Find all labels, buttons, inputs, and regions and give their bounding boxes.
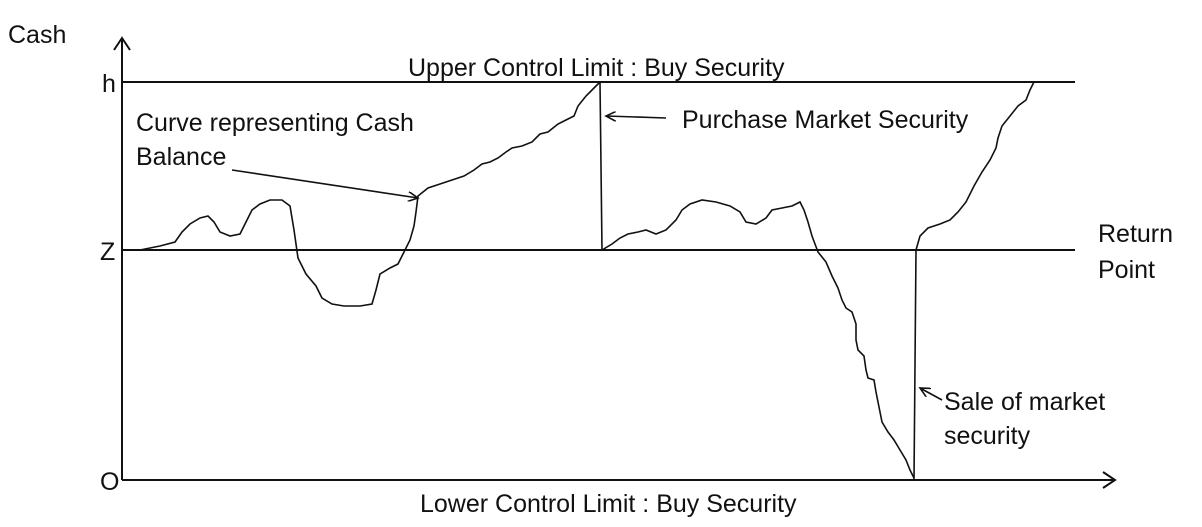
cash-balance-curve-segment-3 [915,81,1035,251]
purchase-label: Purchase Market Security [682,106,969,134]
origin-label: O [100,468,119,496]
cash-balance-curve-segment-2 [601,199,915,479]
y-axis-label: Cash [8,21,66,49]
return-point-label-line1: Return [1098,220,1173,248]
curve-label-arrow [231,169,418,198]
sale-rise-line [913,249,917,481]
sale-label-line1: Sale of market [944,388,1105,416]
sale-label-line2: security [944,422,1031,450]
cash-balance-curve-segment-1 [139,81,601,307]
return-point-label-line2: Point [1098,256,1155,284]
purchase-drop-line [599,81,603,251]
y-axis-arrow-icon [113,36,131,51]
sale-label-arrow [920,388,943,401]
curve-label-line2: Balance [136,143,226,171]
x-axis-arrow-icon [1102,471,1117,489]
purchase-label-arrow [606,116,667,118]
curve-label-line1: Curve representing Cash [136,109,414,137]
h-label: h [102,70,116,98]
z-label: Z [100,238,115,266]
upper-control-limit-label: Upper Control Limit : Buy Security [408,54,785,82]
lower-control-limit-label: Lower Control Limit : Buy Security [420,490,797,518]
